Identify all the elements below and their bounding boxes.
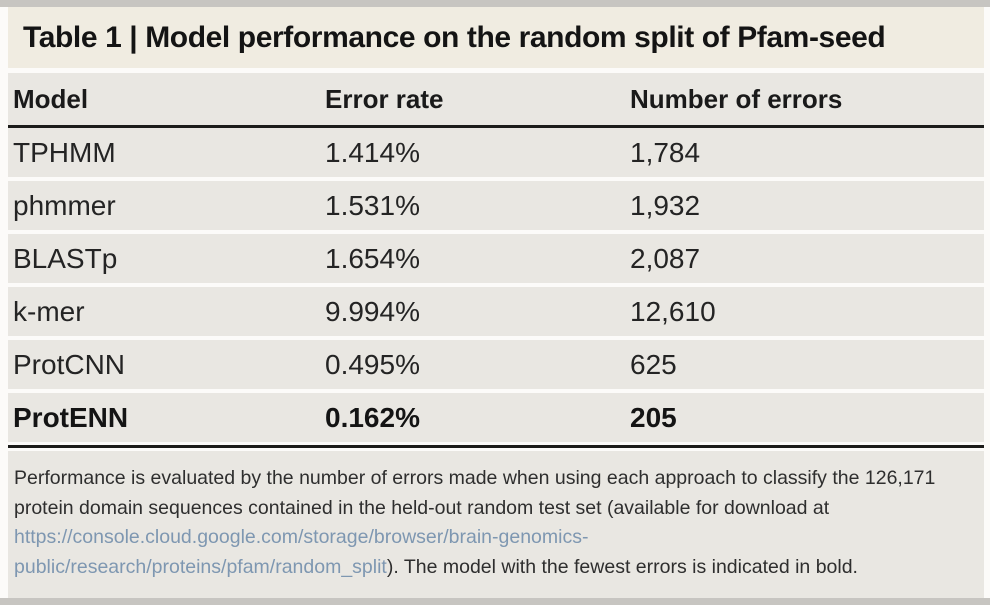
cell-model: BLASTp	[13, 242, 118, 274]
cell-number-of-errors: 12,610	[630, 295, 716, 327]
cell-number-of-errors: 625	[630, 348, 677, 380]
cell-error-rate: 0.495%	[325, 348, 420, 380]
cell-model: ProtCNN	[13, 348, 126, 380]
table-row-best-model: ProtENN 0.162% 205	[8, 393, 984, 442]
footnote-text-after-link: ). The model with the fewest errors is i…	[386, 555, 858, 578]
table-title: Table 1 | Model performance on the rando…	[23, 20, 886, 54]
cell-model: ProtENN	[13, 401, 129, 433]
cell-error-rate: 1.414%	[325, 136, 420, 168]
cell-model: phmmer	[13, 189, 116, 221]
footnote-text-before-link: Performance is evaluated by the number o…	[14, 467, 936, 519]
top-border-strip	[0, 0, 990, 7]
table-footnote: Performance is evaluated by the number o…	[8, 451, 984, 598]
cell-error-rate: 1.654%	[325, 242, 420, 274]
cell-model: k-mer	[13, 295, 85, 327]
footnote-paragraph: Performance is evaluated by the number o…	[14, 464, 956, 582]
header-rule	[8, 125, 984, 128]
cell-error-rate: 9.994%	[325, 295, 420, 327]
column-header-model: Model	[13, 83, 89, 114]
cell-number-of-errors: 205	[630, 401, 677, 433]
table-row: TPHMM 1.414% 1,784	[8, 128, 984, 177]
column-header-number-of-errors: Number of errors	[630, 83, 843, 114]
table-header-row: Model Error rate Number of errors	[8, 73, 984, 125]
cell-error-rate: 0.162%	[325, 401, 420, 433]
table-content: Table 1 | Model performance on the rando…	[8, 7, 984, 598]
cell-number-of-errors: 2,087	[630, 242, 701, 274]
cell-error-rate: 1.531%	[325, 189, 420, 221]
table-row: phmmer 1.531% 1,932	[8, 181, 984, 230]
bottom-border-strip	[0, 598, 990, 605]
cell-model: TPHMM	[13, 136, 116, 168]
footer-rule	[8, 445, 984, 448]
column-header-error-rate: Error rate	[325, 83, 444, 114]
cell-number-of-errors: 1,932	[630, 189, 701, 221]
table-title-band: Table 1 | Model performance on the rando…	[8, 7, 984, 68]
cell-number-of-errors: 1,784	[630, 136, 701, 168]
table-row: ProtCNN 0.495% 625	[8, 340, 984, 389]
dataset-download-link[interactable]: https://console.cloud.google.com/storage…	[14, 526, 589, 578]
table-body: TPHMM 1.414% 1,784 phmmer 1.531% 1,932 B…	[8, 128, 984, 442]
table-row: k-mer 9.994% 12,610	[8, 287, 984, 336]
table-row: BLASTp 1.654% 2,087	[8, 234, 984, 283]
